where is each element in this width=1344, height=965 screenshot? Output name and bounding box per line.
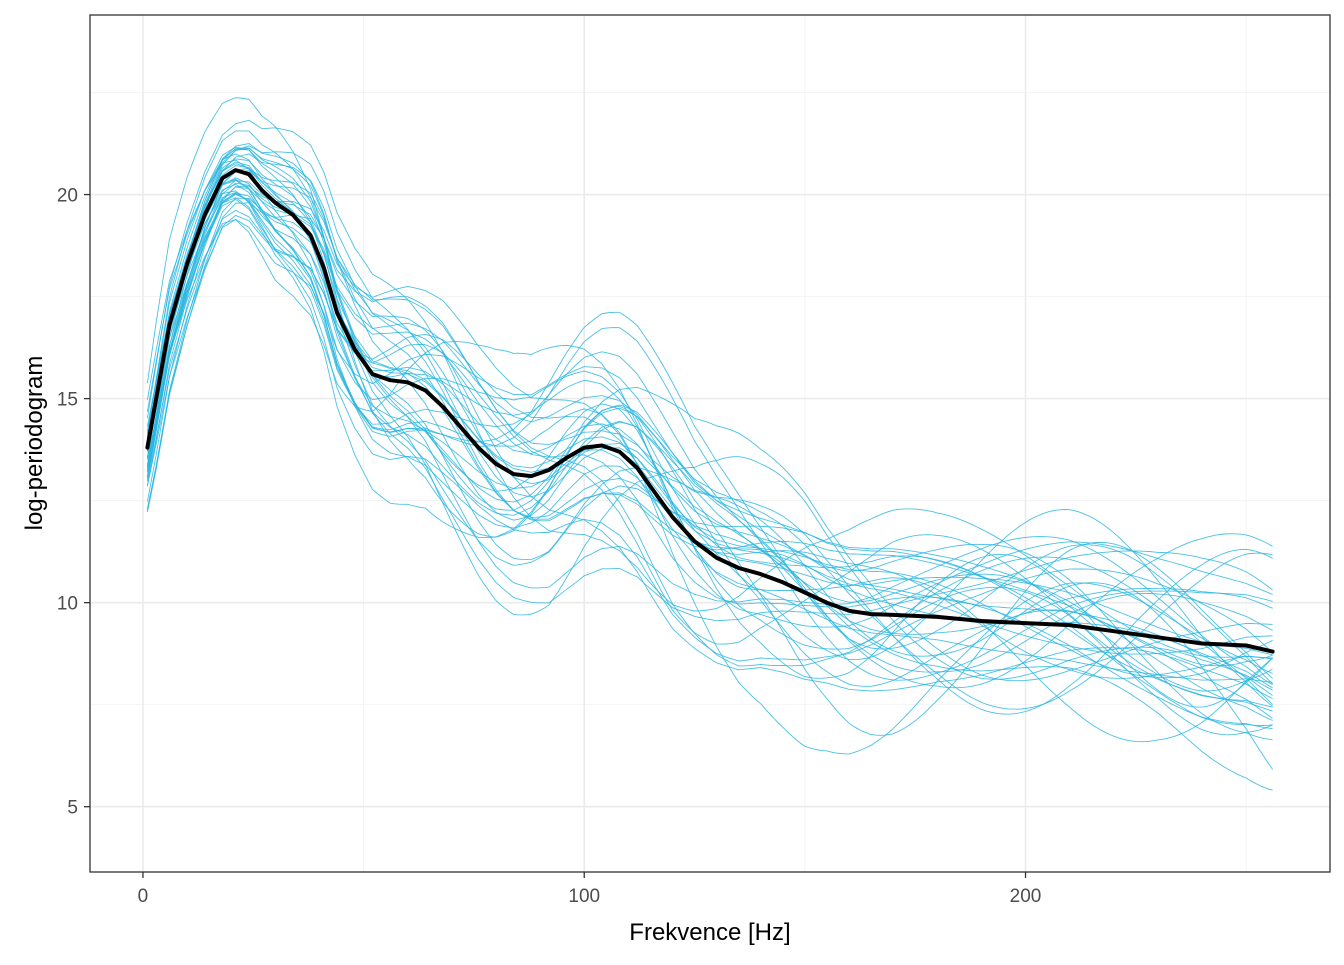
individual-curve bbox=[146, 185, 1273, 628]
individual-curve bbox=[146, 178, 1273, 685]
x-axis-title: Frekvence [Hz] bbox=[629, 919, 790, 946]
axis-ticks: 0 100 200 5 10 15 20 bbox=[57, 186, 1042, 907]
mean-curve bbox=[145, 168, 1275, 654]
individual-curves bbox=[146, 97, 1273, 791]
individual-curve bbox=[146, 219, 1273, 743]
mean-curve-layer bbox=[145, 168, 1275, 654]
y-tick-label: 10 bbox=[57, 594, 78, 615]
individual-curve bbox=[146, 190, 1273, 662]
y-tick-label: 5 bbox=[67, 798, 78, 819]
individual-curve bbox=[146, 153, 1273, 689]
individual-curve bbox=[146, 186, 1273, 730]
grid-layer bbox=[90, 15, 1330, 872]
individual-curve bbox=[146, 165, 1273, 679]
individual-curve bbox=[146, 183, 1273, 712]
x-tick-label: 200 bbox=[1010, 886, 1042, 907]
individual-curve bbox=[146, 153, 1273, 689]
individual-curve bbox=[146, 197, 1273, 770]
individual-curve bbox=[146, 145, 1273, 707]
y-tick-label: 20 bbox=[57, 186, 78, 207]
individual-curve bbox=[146, 177, 1273, 682]
y-tick-label: 15 bbox=[57, 390, 78, 411]
individual-curve bbox=[146, 179, 1273, 699]
individual-curve bbox=[146, 147, 1273, 692]
x-tick-label: 100 bbox=[568, 886, 600, 907]
panel-border bbox=[89, 14, 1331, 873]
individual-curve bbox=[146, 161, 1273, 622]
individual-curve bbox=[146, 159, 1273, 656]
individual-curve bbox=[146, 97, 1273, 687]
individual-curve bbox=[146, 197, 1273, 635]
individual-curve bbox=[146, 202, 1273, 715]
y-axis-title: log-periodogram bbox=[21, 356, 48, 531]
x-tick-label: 0 bbox=[138, 886, 149, 907]
individual-curve bbox=[146, 148, 1273, 686]
